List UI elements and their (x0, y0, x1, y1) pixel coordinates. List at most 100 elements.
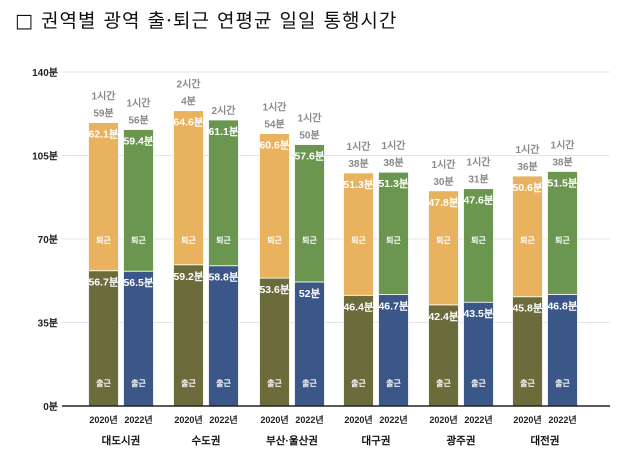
return-segment-label: 퇴근 (181, 235, 196, 245)
year-label: 2022년 (548, 414, 576, 425)
total-time-label: 59분 (93, 108, 113, 120)
category-label: 광주권 (447, 435, 476, 447)
commute-value-label: 53.6분 (259, 283, 289, 296)
total-time-label: 2시간 (177, 78, 202, 91)
return-segment-label: 퇴근 (471, 235, 486, 245)
year-label: 2020년 (429, 414, 457, 425)
year-label: 2022년 (295, 414, 323, 425)
total-time-label: 56분 (128, 114, 148, 126)
bar-commute (208, 265, 239, 407)
category-label: 대도시권 (102, 434, 141, 447)
return-value-label: 51.3분 (378, 177, 408, 190)
total-time-label: 36분 (517, 161, 537, 173)
commute-segment-label: 출근 (131, 378, 146, 388)
commute-segment-label: 출근 (386, 378, 401, 388)
commute-value-label: 46.8분 (547, 299, 577, 312)
commute-value-label: 59.2분 (173, 270, 203, 283)
year-label: 2020년 (174, 414, 202, 425)
y-tick-label: 105분 (32, 151, 58, 163)
bar-return (378, 171, 409, 295)
category-label: 부산·울산권 (266, 434, 318, 447)
commute-value-label: 56.5분 (123, 276, 153, 289)
total-time-label: 1시간 (92, 90, 117, 103)
return-value-label: 51.5분 (547, 176, 577, 189)
bar-return (547, 171, 578, 295)
year-label: 2022년 (464, 414, 492, 425)
category-label: 대구권 (362, 434, 391, 447)
return-segment-label: 퇴근 (267, 235, 282, 245)
total-time-label: 1시간 (467, 156, 492, 169)
commute-value-label: 46.7분 (378, 300, 408, 313)
commute-segment-label: 출근 (181, 378, 196, 388)
bar-commute (378, 294, 409, 407)
total-time-label: 2시간 (212, 104, 237, 117)
commute-value-label: 42.4분 (428, 310, 458, 323)
commute-segment-label: 출근 (471, 378, 486, 388)
total-time-label: 38분 (383, 157, 403, 169)
bar-return (343, 172, 374, 296)
total-time-label: 38분 (348, 158, 368, 170)
total-time-label: 1시간 (298, 112, 323, 125)
return-value-label: 47.8분 (428, 196, 458, 209)
bar-return (208, 119, 239, 267)
total-time-label: 1시간 (432, 158, 457, 171)
return-segment-label: 퇴근 (386, 235, 401, 245)
bar-return (88, 122, 119, 272)
y-tick-label: 70분 (38, 234, 58, 246)
bar-return (173, 110, 204, 266)
year-label: 2020년 (89, 414, 117, 425)
y-tick-label: 140분 (32, 67, 58, 79)
bar-return (123, 129, 154, 272)
total-time-label: 1시간 (551, 138, 576, 151)
total-time-label: 50분 (299, 130, 319, 142)
commute-segment-label: 출근 (555, 378, 570, 388)
return-segment-label: 퇴근 (302, 235, 317, 245)
bar-commute (428, 304, 459, 407)
bar-commute (88, 270, 119, 407)
bar-commute (463, 301, 494, 407)
return-value-label: 64.6분 (173, 116, 203, 129)
return-segment-label: 퇴근 (520, 235, 535, 245)
total-time-label: 1시간 (382, 139, 407, 152)
total-time-label: 1시간 (127, 96, 152, 109)
category-label: 수도권 (192, 435, 221, 447)
year-label: 2020년 (260, 414, 288, 425)
year-label: 2022년 (124, 414, 152, 425)
y-tick-label: 0분 (43, 401, 58, 413)
total-time-label: 1시간 (263, 101, 288, 114)
return-value-label: 59.4분 (123, 134, 153, 147)
commute-segment-label: 출근 (302, 378, 317, 388)
commute-segment-label: 출근 (267, 378, 282, 388)
return-value-label: 62.1분 (88, 128, 118, 141)
bar-commute (259, 277, 290, 407)
commute-value-label: 45.8분 (512, 302, 542, 315)
return-segment-label: 퇴근 (351, 235, 366, 245)
bar-commute (173, 264, 204, 407)
bar-return (428, 190, 459, 306)
bar-return (294, 144, 325, 283)
return-value-label: 50.6분 (512, 181, 542, 194)
return-value-label: 61.1분 (208, 125, 238, 138)
return-segment-label: 퇴근 (436, 235, 451, 245)
commute-value-label: 56.7분 (88, 276, 118, 289)
return-value-label: 47.6분 (463, 194, 493, 207)
return-segment-label: 퇴근 (216, 235, 231, 245)
return-segment-label: 퇴근 (131, 235, 146, 245)
total-time-label: 1시간 (347, 140, 372, 153)
commute-value-label: 46.4분 (343, 300, 373, 313)
commute-value-label: 43.5분 (463, 307, 493, 320)
total-time-label: 4분 (181, 96, 196, 108)
return-segment-label: 퇴근 (96, 235, 111, 245)
chart-title: □ 권역별 광역 출·퇴근 연평균 일일 통행시간 (15, 10, 398, 32)
return-value-label: 60.6분 (259, 139, 289, 152)
year-label: 2022년 (209, 414, 237, 425)
commute-segment-label: 출근 (216, 378, 231, 388)
commute-segment-label: 출근 (351, 378, 366, 388)
return-segment-label: 퇴근 (555, 235, 570, 245)
year-label: 2020년 (344, 414, 372, 425)
return-value-label: 57.6분 (294, 150, 324, 163)
bar-return (512, 175, 543, 298)
bar-return (463, 188, 494, 303)
commute-value-label: 52분 (299, 287, 321, 300)
